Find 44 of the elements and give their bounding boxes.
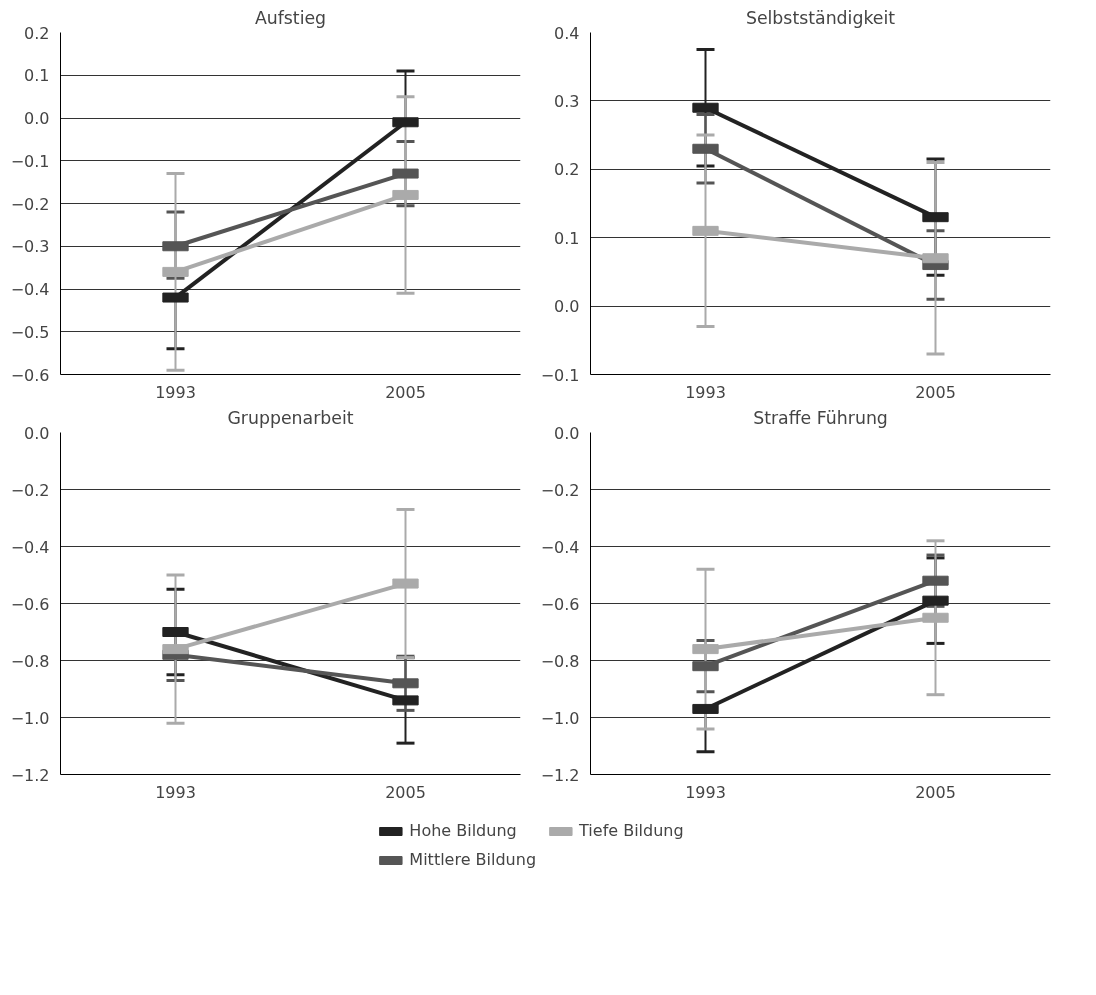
x-tick-label: 2005 — [385, 782, 426, 802]
chart-title: Straffe Führung — [753, 407, 888, 428]
y-tick-label: −0.6 — [540, 594, 580, 614]
x-tick-label: 2005 — [915, 782, 956, 802]
x-tick-label: 1993 — [685, 382, 726, 402]
y-tick-label: 0.0 — [24, 423, 50, 443]
x-tick-label: 1993 — [155, 782, 196, 802]
chart-title: Selbstständigkeit — [745, 7, 896, 28]
x-tick-label: 2005 — [385, 382, 426, 402]
y-tick-label: −0.6 — [10, 594, 50, 614]
y-tick-label: −0.1 — [540, 365, 580, 385]
y-tick-label: −0.4 — [10, 280, 50, 299]
y-tick-label: −0.2 — [540, 480, 580, 500]
y-tick-label: 0.0 — [24, 109, 50, 128]
y-tick-label: 0.0 — [554, 423, 580, 443]
y-tick-label: −0.4 — [10, 537, 50, 557]
y-tick-label: −1.2 — [540, 765, 580, 785]
x-tick-label: 1993 — [685, 782, 726, 802]
y-tick-label: −0.2 — [10, 480, 50, 500]
y-tick-label: 0.3 — [554, 91, 580, 111]
y-tick-label: 0.1 — [24, 66, 50, 86]
x-tick-label: 1993 — [155, 382, 196, 402]
y-tick-label: −1.0 — [10, 708, 50, 728]
legend-label: Hohe Bildung — [409, 821, 517, 840]
y-tick-label: −0.8 — [10, 651, 50, 671]
y-tick-label: 0.2 — [24, 23, 50, 43]
chart-title: Aufstieg — [254, 7, 327, 28]
x-tick-label: 2005 — [915, 382, 956, 402]
y-tick-label: 0.4 — [554, 23, 580, 43]
y-tick-label: −0.5 — [10, 322, 50, 342]
y-tick-label: −1.0 — [540, 708, 580, 728]
chart-title: Gruppenarbeit — [227, 407, 354, 428]
y-tick-label: 0.2 — [554, 160, 580, 180]
legend-label: Tiefe Bildung — [579, 821, 684, 840]
y-tick-label: −0.3 — [10, 237, 50, 257]
y-tick-label: −1.2 — [10, 765, 50, 785]
y-tick-label: 0.0 — [554, 297, 580, 317]
y-tick-label: −0.4 — [540, 537, 580, 557]
y-tick-label: −0.1 — [10, 151, 50, 171]
y-tick-label: 0.1 — [554, 228, 580, 248]
y-tick-label: −0.2 — [10, 194, 50, 214]
legend-label: Mittlere Bildung — [409, 850, 537, 869]
y-tick-label: −0.8 — [540, 651, 580, 671]
y-tick-label: −0.6 — [10, 365, 50, 385]
